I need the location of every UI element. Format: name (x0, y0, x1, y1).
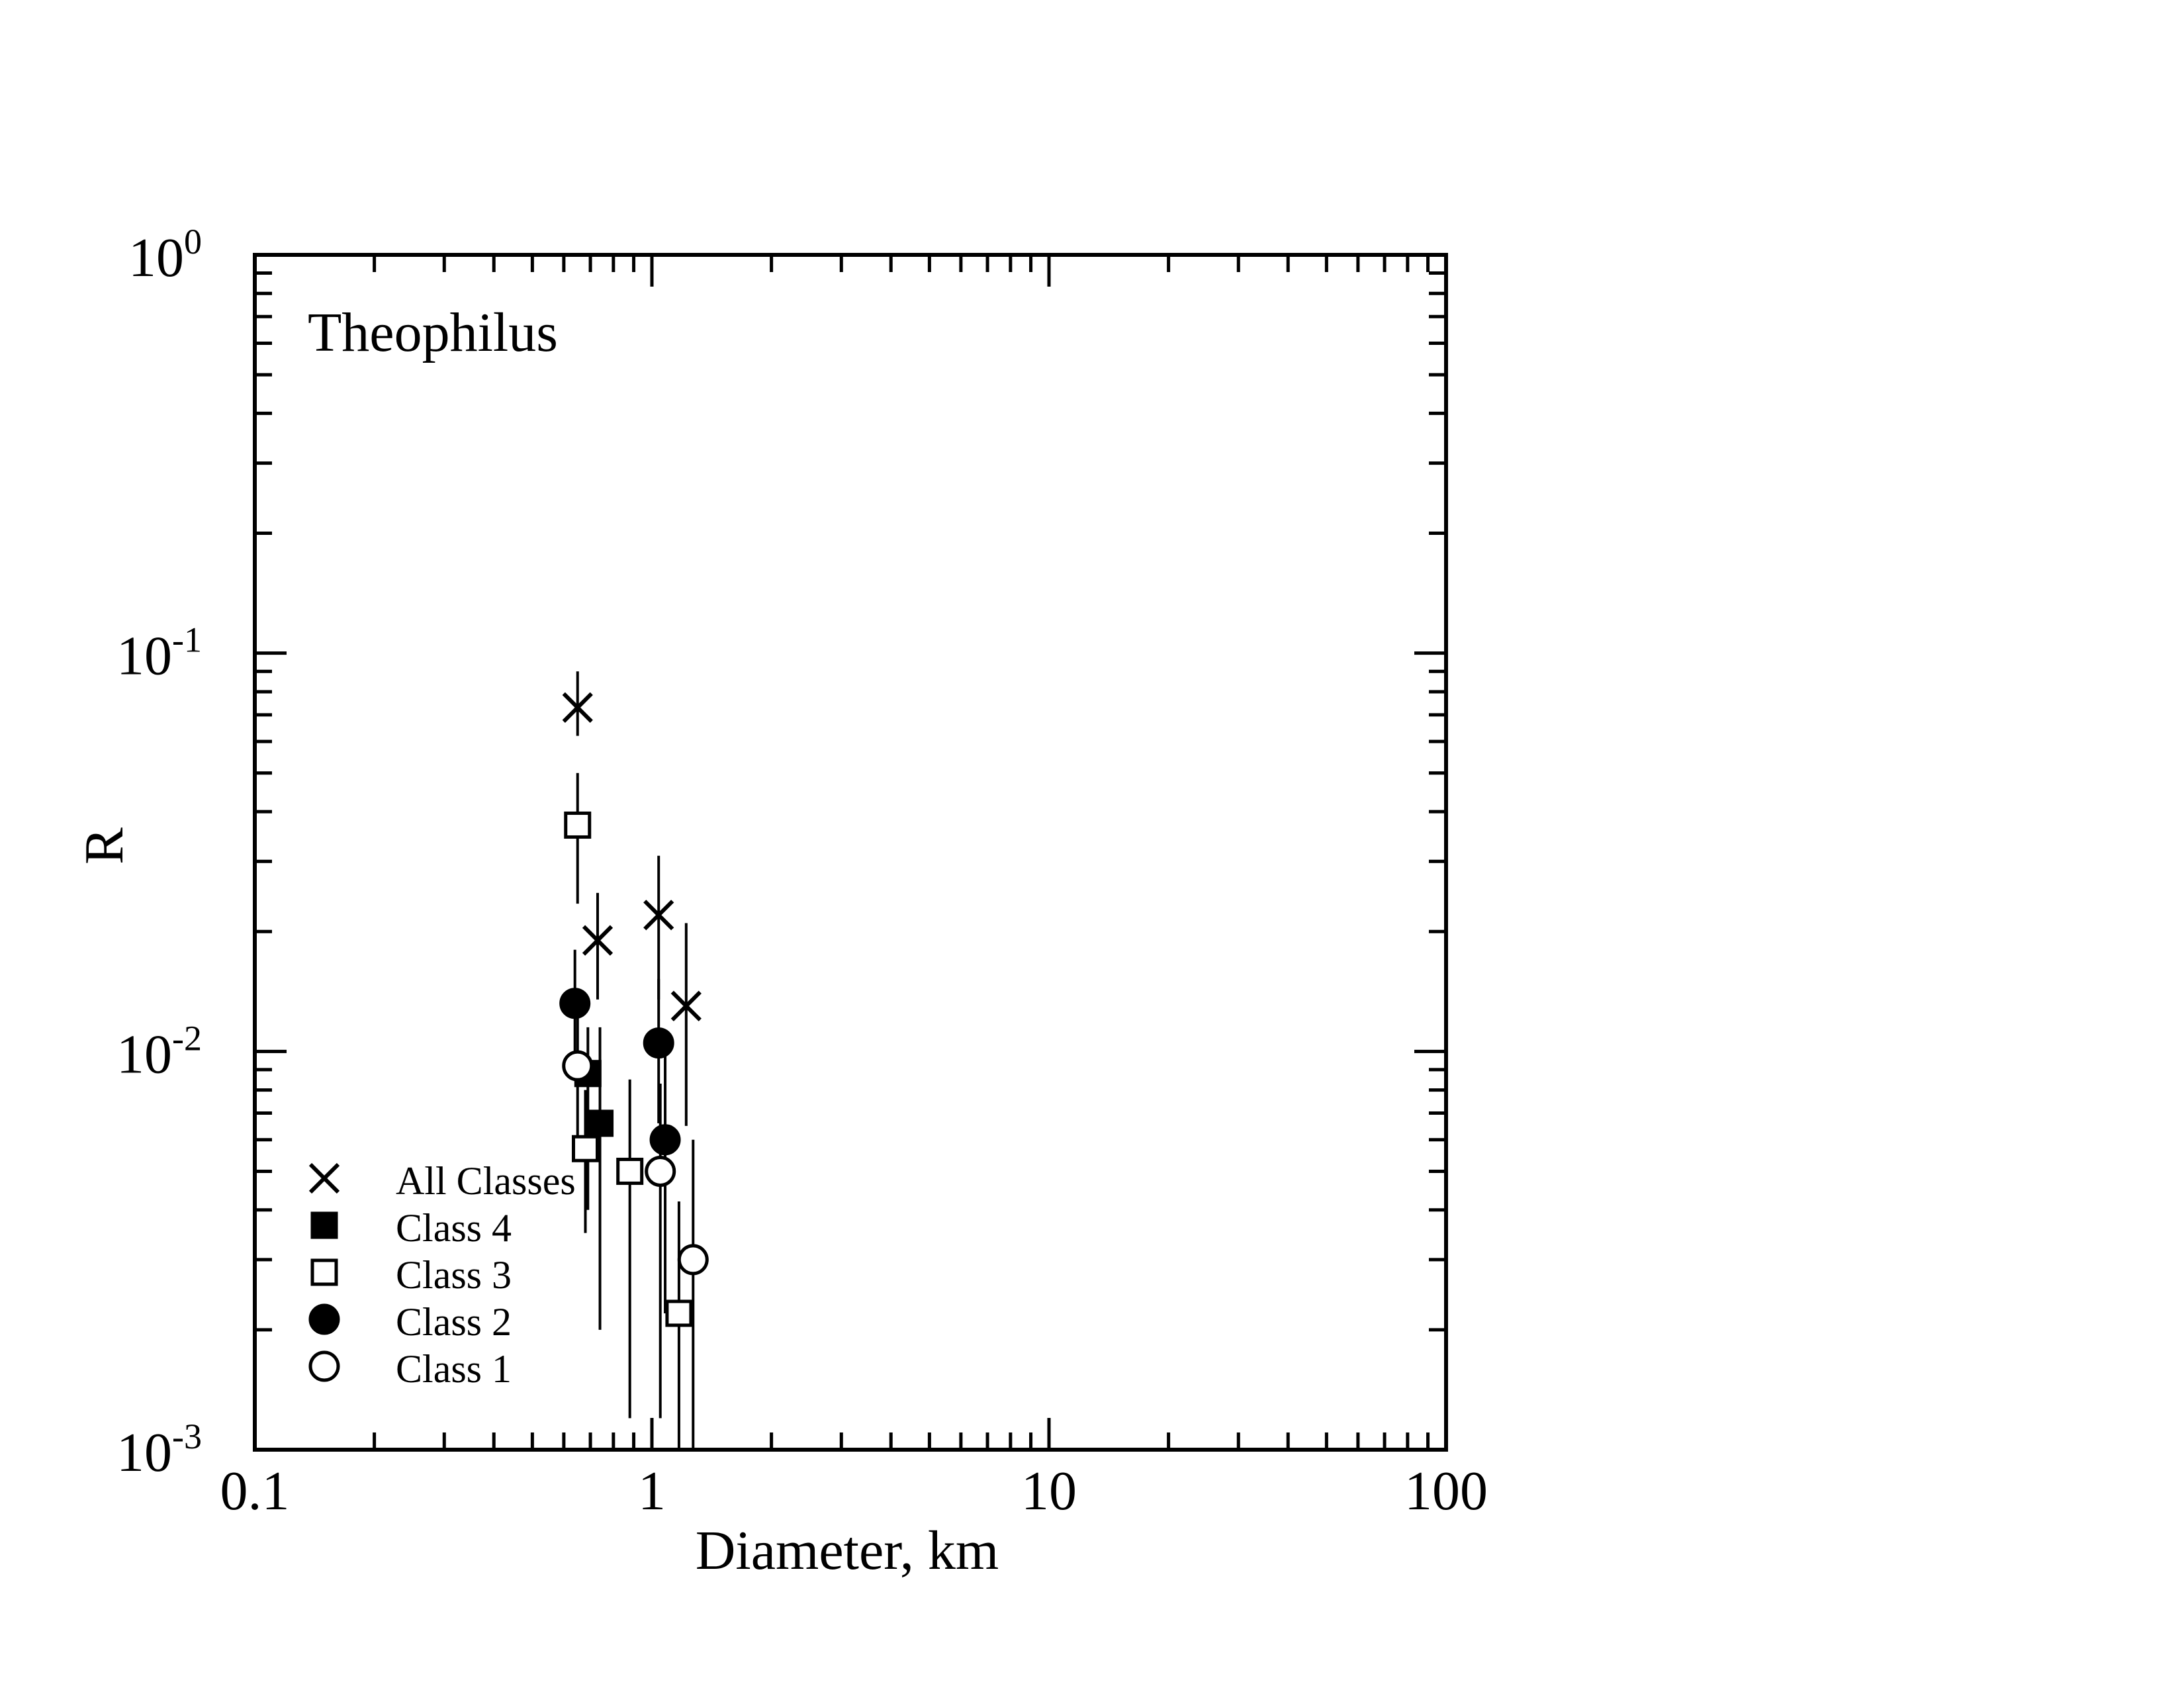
data-point (645, 1155, 676, 1187)
data-point (643, 900, 674, 931)
legend-label: All Classes (396, 1159, 576, 1203)
x-tick-label: 1 (638, 1460, 666, 1522)
data-point (649, 1124, 681, 1156)
data-point (586, 1109, 614, 1137)
data-point (562, 1050, 594, 1082)
legend-marker (308, 1350, 340, 1382)
axis-tick-labels: 0.1 1 10 100 100 10-1 10-2 10-3 (116, 222, 1488, 1522)
data-point (643, 1027, 674, 1059)
chart-annotation: Theophilus (308, 302, 558, 363)
legend-marker (308, 1162, 340, 1194)
x-tick-label: 100 (1404, 1460, 1488, 1522)
legend-label: Class 3 (396, 1253, 512, 1297)
legend-label: Class 1 (396, 1347, 512, 1391)
x-axis-label: Diameter, km (696, 1520, 999, 1581)
data-point (564, 811, 592, 839)
y-tick-label: 10-3 (116, 1417, 202, 1483)
y-tick-label: 10-1 (116, 620, 202, 687)
data-point (559, 988, 591, 1019)
y-axis-label: R (73, 827, 135, 865)
data-point (572, 1135, 600, 1162)
data-layer (559, 671, 709, 1450)
x-tick-label: 0.1 (220, 1460, 290, 1522)
plot-frame (253, 253, 1448, 1452)
y-tick-label: 100 (128, 222, 202, 289)
data-point (616, 1157, 644, 1185)
data-point (665, 1299, 693, 1327)
data-point (670, 990, 702, 1021)
x-tick-label: 10 (1021, 1460, 1077, 1522)
legend-label: Class 4 (396, 1206, 512, 1250)
axis-ticks (253, 255, 1446, 1452)
plot-area (253, 253, 1448, 1452)
legend-marker (308, 1303, 340, 1335)
data-point (582, 925, 614, 956)
legend-label: Class 2 (396, 1300, 512, 1344)
y-tick-label: 10-2 (116, 1018, 202, 1085)
data-point (562, 692, 593, 724)
legend-marker (310, 1258, 338, 1286)
legend-marker (310, 1211, 338, 1239)
data-point (677, 1244, 709, 1276)
